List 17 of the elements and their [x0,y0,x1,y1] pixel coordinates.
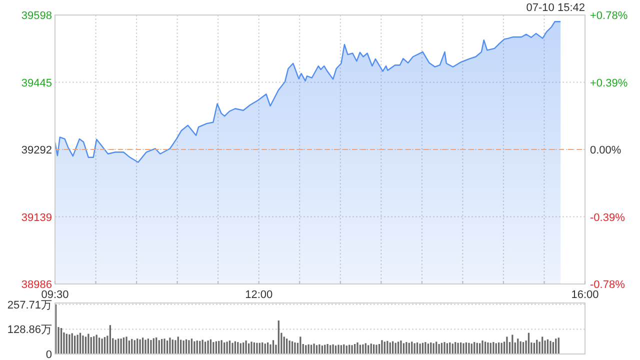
y2-tick-label: +0.78% [590,10,628,22]
y2-tick-label: 0.00% [590,144,622,156]
y2-tick-label: +0.39% [590,77,628,90]
x-tick-label: 12:00 [245,289,273,301]
x-tick-label: 09:30 [41,289,69,301]
y-tick-label: 38986 [21,279,52,291]
y-tick-label: 0 [46,349,52,360]
y2-tick-label: -0.78% [590,279,626,291]
y-tick-label: 257.71万 [7,299,52,312]
y-tick-label: 39139 [21,212,52,224]
y-tick-label: 39292 [21,144,52,156]
y-tick-label: 39445 [21,77,52,90]
y-tick-label: 128.86万 [7,324,52,336]
text: 07-10 15:42 [526,2,585,14]
x-tick-label: 16:00 [571,289,599,301]
y2-tick-label: -0.39% [590,212,626,224]
y-tick-label: 39598 [21,10,52,22]
